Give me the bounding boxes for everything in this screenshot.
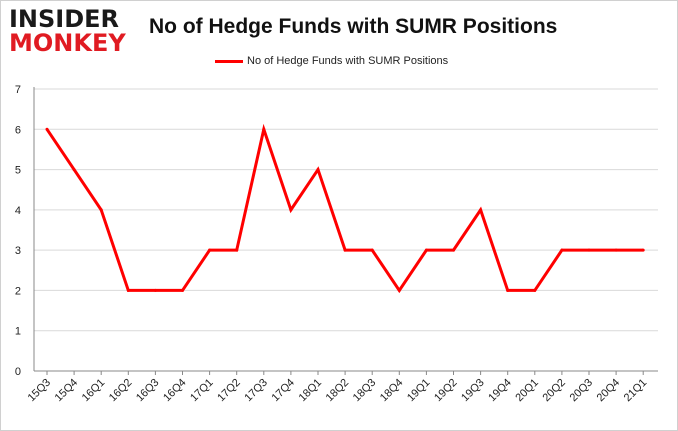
x-tick-label: 17Q3: [242, 377, 270, 405]
data-point: [614, 248, 618, 252]
logo-line-1: INSIDER: [9, 5, 120, 33]
chart-title: No of Hedge Funds with SUMR Positions: [149, 15, 558, 38]
x-tick-label: 18Q4: [378, 377, 406, 405]
data-point: [181, 288, 184, 292]
x-tick-label: 18Q3: [351, 377, 379, 405]
x-tick-label: 17Q4: [269, 377, 297, 405]
data-point: [370, 248, 374, 252]
y-tick-labels: 0 1 2 3 4 5 6 7: [15, 84, 21, 378]
x-tick-label: 15Q3: [26, 377, 54, 405]
insider-monkey-logo: INSIDER MONKEY: [9, 7, 126, 55]
logo-line-2: MONKEY: [9, 29, 126, 57]
legend-swatch: [215, 59, 243, 63]
y-tick-label: 1: [15, 326, 21, 338]
y-tick-label: 0: [15, 366, 21, 378]
y-tick-label: 2: [15, 285, 21, 297]
data-point: [262, 127, 266, 131]
data-point: [208, 248, 212, 252]
data-point: [153, 288, 157, 292]
data-point: [506, 288, 510, 292]
data-point: [99, 208, 103, 212]
y-tick-label: 3: [15, 245, 21, 257]
data-point: [126, 288, 130, 292]
x-tick-label: 19Q3: [459, 377, 487, 405]
x-tick-labels: 15Q3 15Q4 16Q1 16Q2 16Q3 16Q4 17Q1 17Q2 17Q3 17Q4…: [26, 377, 650, 405]
data-point: [533, 288, 537, 292]
x-tick-label: 17Q1: [188, 377, 216, 405]
x-tick-label: 19Q2: [432, 377, 460, 405]
data-point: [72, 168, 76, 172]
data-point: [235, 248, 239, 252]
y-tick-label: 6: [15, 124, 21, 136]
axes: [33, 87, 658, 375]
x-tick-label: 20Q1: [513, 377, 541, 405]
legend-label: No of Hedge Funds with SUMR Positions: [247, 55, 449, 67]
x-tick-label: 15Q4: [53, 377, 81, 405]
x-tick-label: 16Q3: [134, 377, 162, 405]
x-tick-label: 17Q2: [215, 377, 243, 405]
x-tick-label: 18Q1: [297, 377, 325, 405]
x-tick-label: 21Q1: [622, 377, 650, 405]
data-point: [289, 208, 293, 212]
x-tick-label: 20Q4: [595, 377, 623, 405]
x-tick-label: 16Q2: [107, 377, 135, 405]
y-tick-label: 7: [15, 84, 21, 96]
data-point: [479, 208, 483, 212]
x-tick-label: 19Q4: [486, 377, 514, 405]
data-point: [45, 127, 49, 131]
x-tick-label: 20Q3: [568, 377, 596, 405]
y-tick-label: 4: [15, 205, 21, 217]
x-tick-label: 18Q2: [324, 377, 352, 405]
data-point: [587, 248, 591, 252]
y-tick-label: 5: [15, 165, 21, 177]
data-point: [397, 288, 401, 292]
data-point: [424, 248, 428, 252]
x-tick-label: 20Q2: [540, 377, 568, 405]
x-tick-label: 16Q1: [80, 377, 108, 405]
gridlines: [34, 88, 658, 332]
data-point: [316, 168, 320, 172]
x-tick-label: 16Q4: [161, 377, 189, 405]
data-point: [560, 248, 564, 252]
series-line-group: [45, 123, 645, 294]
data-point: [641, 248, 645, 252]
chart-legend: No of Hedge Funds with SUMR Positions: [215, 55, 448, 67]
x-tick-label: 19Q1: [405, 377, 433, 405]
data-point: [452, 248, 455, 252]
data-point: [343, 248, 347, 252]
